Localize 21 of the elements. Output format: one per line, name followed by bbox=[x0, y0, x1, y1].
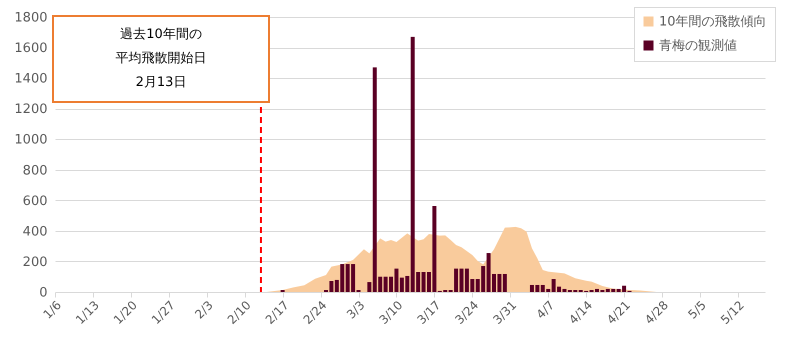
y-tick-label: 800 bbox=[22, 163, 48, 178]
y-tick-label: 0 bbox=[39, 286, 48, 300]
y-tick-label: 1400 bbox=[14, 72, 48, 87]
y-tick-label: 200 bbox=[22, 254, 48, 270]
y-tick-label: 1800 bbox=[14, 10, 48, 26]
x-tick-label: 4/7 bbox=[534, 298, 558, 322]
x-tick-label: 5/5 bbox=[685, 298, 709, 322]
x-tick-label: 2/3 bbox=[192, 298, 216, 322]
legend-label: 10年間の飛散傾向 bbox=[659, 14, 767, 30]
legend-label: 青梅の観測値 bbox=[659, 38, 737, 54]
y-tick-label: 1200 bbox=[14, 102, 48, 118]
y-tick-label: 600 bbox=[22, 194, 48, 209]
x-tick-label: 1/6 bbox=[40, 298, 64, 322]
y-tick-label: 1600 bbox=[14, 41, 48, 56]
annotation: 平均飛散開始日 bbox=[116, 50, 206, 68]
y-tick-label: 1000 bbox=[14, 132, 48, 148]
annotation: 2月13日 bbox=[136, 74, 186, 92]
y-tick-label: 400 bbox=[22, 224, 48, 240]
note-box: 過去10年間の 平均飛散開始日 2月13日 bbox=[52, 15, 270, 103]
x-tick-label: 3/3 bbox=[344, 298, 368, 322]
annotation: 過去10年間の bbox=[120, 26, 202, 44]
